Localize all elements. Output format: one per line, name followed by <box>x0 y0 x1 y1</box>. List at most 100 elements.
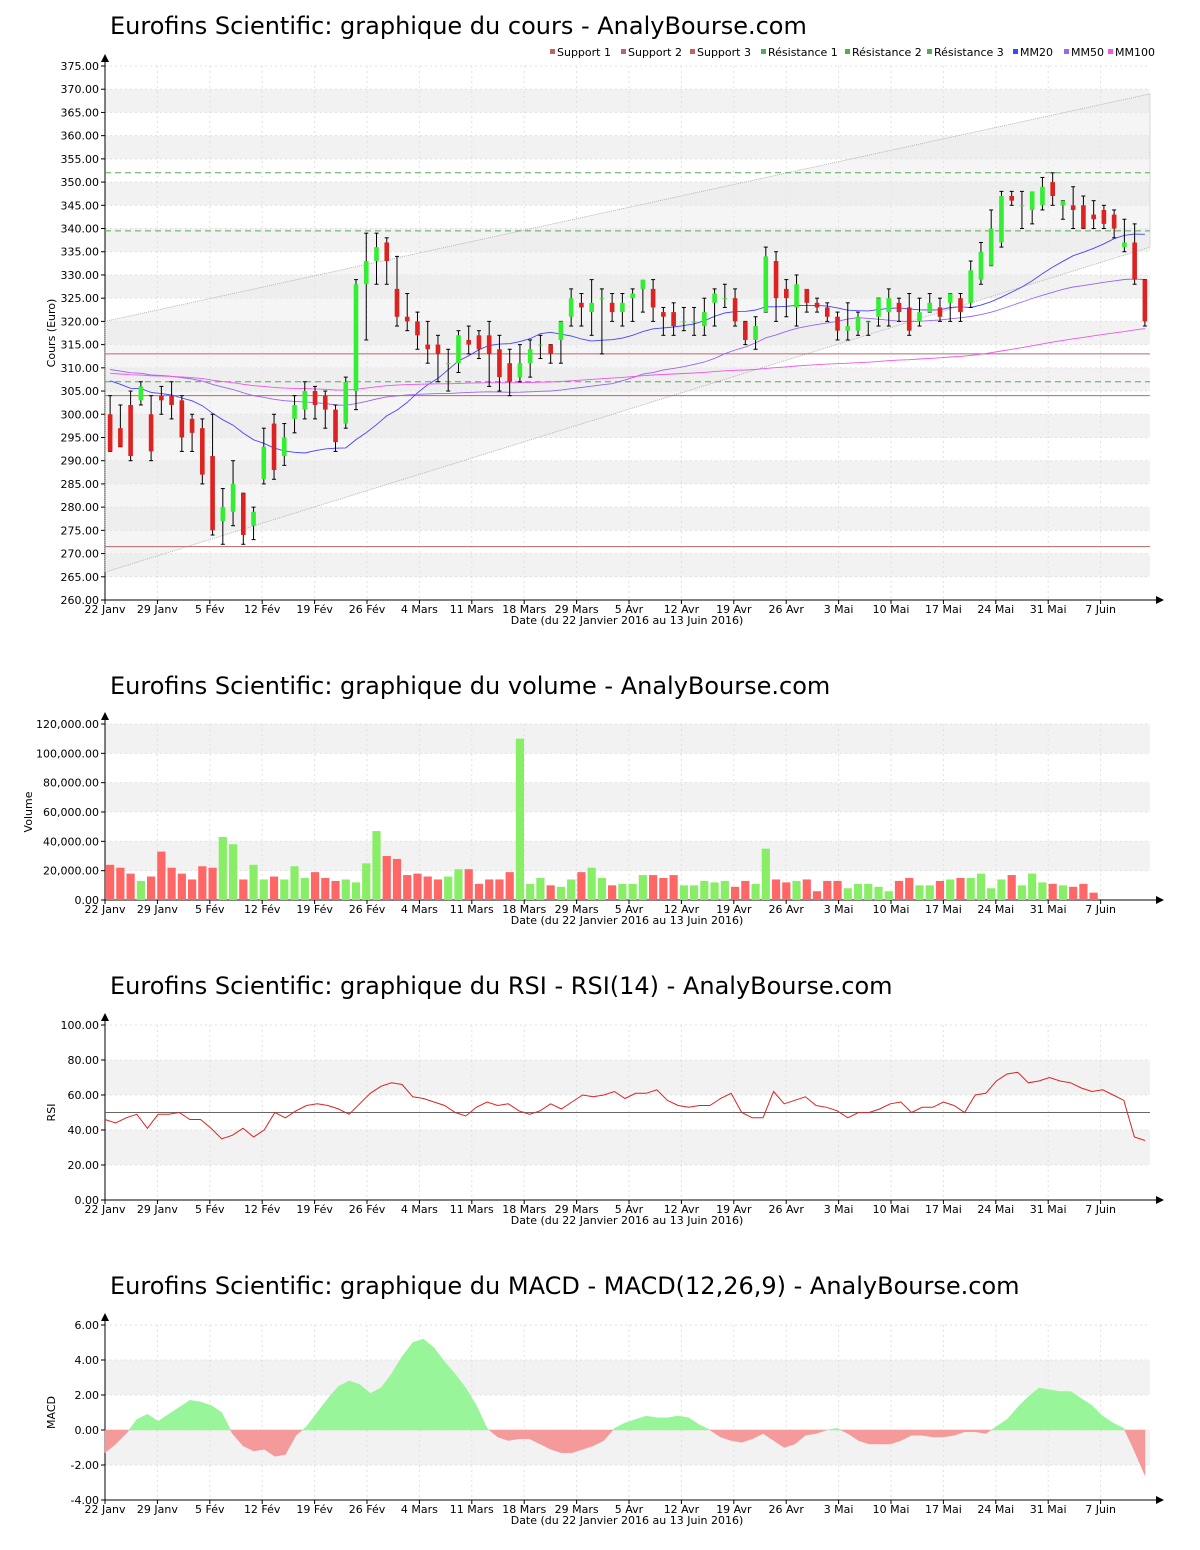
price-band <box>105 460 1150 484</box>
volume-bar <box>495 879 504 900</box>
legend-swatch <box>761 49 766 54</box>
volume-bar <box>956 878 965 900</box>
candle-body <box>1122 242 1127 248</box>
rsi-line <box>104 1071 1146 1141</box>
rsi-ylabel: RSI <box>45 1104 58 1122</box>
macd-xtick-label: 18 Mars <box>502 1503 546 1516</box>
volume-bar <box>474 883 484 900</box>
candle-body <box>876 298 881 317</box>
price-xtick-label: 22 Janv <box>85 603 126 616</box>
candle-body <box>169 395 174 405</box>
candle-body <box>189 418 195 433</box>
macd-xtick-label: 22 Janv <box>85 1503 126 1516</box>
candle-body <box>794 284 799 308</box>
volume-bar <box>362 863 371 900</box>
volume-bar <box>751 883 760 900</box>
candle-body <box>1101 209 1107 224</box>
candle-body <box>620 302 625 313</box>
legend-label: MM50 <box>1071 46 1104 59</box>
rsi-x-arrow <box>1156 1196 1164 1204</box>
candle-body <box>906 307 912 331</box>
macd-xtick-label: 12 Avr <box>664 1503 700 1516</box>
rsi-xtick-label: 24 Mai <box>977 1203 1014 1216</box>
price-xtick-label: 3 Mai <box>824 603 854 616</box>
volume-bar <box>649 875 658 900</box>
rsi-xtick-label: 31 Mai <box>1030 1203 1067 1216</box>
price-xtick-label: 26 Avr <box>768 603 804 616</box>
volume-bar <box>413 873 422 900</box>
candle-body <box>814 302 820 308</box>
rsi-ytick-label: 100.00 <box>61 1019 100 1032</box>
price-ytick-label: 360.00 <box>61 130 100 143</box>
volume-bar <box>228 844 238 900</box>
volume-bar <box>628 883 637 900</box>
price-xtick-label: 26 Fév <box>349 603 386 616</box>
rsi-ytick-label: 60.00 <box>68 1089 100 1102</box>
candle-body <box>671 312 676 327</box>
price-chart: Eurofins Scientific: graphique du cours … <box>45 12 1164 627</box>
volume-band <box>105 841 1150 871</box>
volume-bar <box>208 867 217 900</box>
candle-body <box>599 298 605 300</box>
volume-bar <box>526 883 535 900</box>
legend-swatch <box>1064 49 1069 54</box>
candle-body <box>1070 205 1076 210</box>
rsi-ytick-label: 0.00 <box>75 1194 100 1207</box>
rsi-xtick-label: 4 Mars <box>401 1203 438 1216</box>
macd-ytick-label: 6.00 <box>75 1319 100 1332</box>
candle-body <box>650 288 656 308</box>
candle-body <box>568 298 574 317</box>
candle-body <box>783 288 789 299</box>
price-ytick-label: 330.00 <box>61 269 100 282</box>
volume-xtick-label: 12 Avr <box>664 903 700 916</box>
candle-body <box>1060 200 1066 206</box>
volume-bar <box>126 873 135 900</box>
volume-ylabel: Volume <box>22 791 35 832</box>
volume-bar <box>147 876 156 900</box>
legend-label: Support 1 <box>557 46 611 59</box>
macd-ytick-label: 2.00 <box>75 1389 100 1402</box>
candle-body <box>261 446 267 480</box>
price-xtick-label: 24 Mai <box>977 603 1014 616</box>
volume-bar <box>853 883 863 900</box>
price-ytick-label: 275.00 <box>61 524 100 537</box>
candle-body <box>271 423 277 470</box>
volume-ytick-label: 0.00 <box>75 894 100 907</box>
macd-xtick-label: 4 Mars <box>401 1503 438 1516</box>
volume-xtick-label: 29 Janv <box>137 903 178 916</box>
price-band <box>105 507 1150 531</box>
volume-bar <box>710 882 719 900</box>
macd-xtick-label: 17 Mai <box>925 1503 962 1516</box>
volume-bar <box>833 880 842 900</box>
candle-body <box>702 312 707 327</box>
volume-bar <box>106 864 115 900</box>
volume-bar <box>116 867 125 900</box>
price-xtick-label: 19 Fév <box>296 603 333 616</box>
volume-bar <box>874 886 883 900</box>
candle-body <box>927 302 933 313</box>
volume-bar <box>321 878 330 900</box>
volume-bar <box>403 875 412 900</box>
candle-body <box>179 400 185 438</box>
price-ytick-label: 280.00 <box>61 501 100 514</box>
macd-xtick-label: 29 Mars <box>555 1503 599 1516</box>
candle-body <box>865 321 871 323</box>
legend-label: Résistance 3 <box>934 46 1004 59</box>
volume-bar <box>720 880 729 900</box>
price-xtick-label: 12 Avr <box>664 603 700 616</box>
macd-positive-area <box>128 1338 1125 1431</box>
price-band <box>105 182 1150 206</box>
volume-bar <box>597 878 606 900</box>
price-ytick-label: 295.00 <box>61 431 100 444</box>
rsi-xtick-label: 19 Avr <box>716 1203 752 1216</box>
candle-body <box>302 391 308 410</box>
candle-body <box>661 312 666 317</box>
volume-bar <box>679 885 688 900</box>
price-xtick-label: 18 Mars <box>502 603 546 616</box>
volume-x-arrow <box>1156 896 1164 904</box>
macd-ytick-label: 0.00 <box>75 1424 100 1437</box>
volume-bar <box>915 885 924 900</box>
volume-bar <box>1038 882 1047 900</box>
price-band <box>105 89 1150 113</box>
